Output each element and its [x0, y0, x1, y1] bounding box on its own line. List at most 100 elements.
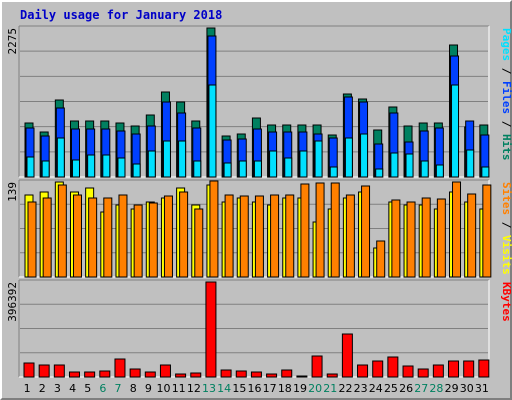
kbytes-bar-16	[250, 371, 262, 378]
sites-bar-27	[421, 197, 431, 278]
day-label-19: 19	[293, 382, 307, 395]
day-label-1: 1	[24, 382, 31, 395]
sites-bar-7	[118, 194, 128, 278]
sites-bar-3	[57, 184, 67, 278]
sites-bar-21	[330, 182, 340, 278]
sites-bar-2	[42, 197, 52, 278]
kbytes-panel-legend: KBytes	[500, 282, 512, 322]
legend-pages: Pages	[500, 28, 512, 61]
day-label-18: 18	[278, 382, 292, 395]
day-label-25: 25	[384, 382, 398, 395]
sites-bar-26	[406, 201, 416, 278]
pages-bar-28	[435, 164, 444, 178]
pages-bar-23	[360, 133, 369, 178]
day-label-6: 6	[99, 382, 106, 395]
sites-bar-25	[391, 199, 401, 278]
pages-bar-30	[466, 149, 475, 178]
pages-bar-12	[193, 160, 202, 178]
legend-files: Files	[500, 81, 512, 114]
pages-bar-20	[314, 140, 323, 178]
pages-bar-13	[208, 84, 217, 178]
pages-series	[26, 84, 490, 178]
kbytes-bar-29	[448, 360, 460, 378]
sites-bar-1	[27, 201, 37, 278]
sites-series	[27, 180, 492, 278]
sites-bar-5	[88, 197, 98, 278]
day-label-31: 31	[475, 382, 489, 395]
kbytes-bar-7	[114, 358, 126, 378]
day-label-13: 13	[202, 382, 216, 395]
pages-bar-14	[223, 162, 232, 178]
legend-sites: Sites	[500, 182, 512, 215]
legend-visits: Visits	[500, 235, 512, 275]
kbytes-bar-1	[23, 362, 35, 378]
sites-bar-29	[452, 181, 462, 278]
hits-panel: 2275	[6, 25, 490, 178]
kbytes-bar-9	[144, 371, 156, 378]
sites-bar-16	[254, 195, 264, 278]
sites-bar-18	[285, 194, 295, 278]
kbytes-bar-26	[402, 365, 414, 378]
max-value-label: 2275	[6, 28, 19, 55]
max-value-label: 396392	[6, 282, 19, 322]
pages-bar-5	[87, 154, 96, 178]
day-labels: 1 2 3 4 5 6 7 8 9 10 11 12 13 14 15 16 17 18 19 20 21 22 23 24 2…	[24, 382, 489, 395]
day-label-8: 8	[130, 382, 137, 395]
sites-bar-23	[361, 185, 371, 278]
kbytes-panel: 396392	[6, 279, 490, 378]
max-value-label: 139	[6, 182, 19, 202]
day-label-14: 14	[217, 382, 231, 395]
pages-bar-11	[178, 140, 187, 178]
kbytes-bar-10	[159, 364, 171, 378]
kbytes-bar-6	[99, 370, 111, 378]
kbytes-bar-18	[281, 369, 293, 378]
kbytes-bar-8	[129, 368, 141, 378]
kbytes-bar-3	[53, 364, 65, 378]
day-label-27: 27	[414, 382, 428, 395]
kbytes-bar-17	[266, 373, 278, 378]
sites-bar-14	[224, 194, 234, 278]
kbytes-bar-27	[417, 368, 429, 378]
pages-bar-22	[344, 137, 353, 178]
kbytes-bar-15	[235, 370, 247, 378]
pages-bar-27	[420, 160, 429, 178]
kbytes-bar-11	[175, 373, 187, 378]
day-label-22: 22	[338, 382, 352, 395]
sites-bar-4	[72, 194, 82, 278]
legend-kbytes: KBytes	[500, 282, 512, 322]
legend-sep: /	[500, 61, 512, 81]
day-label-5: 5	[84, 382, 91, 395]
kbytes-bar-31	[478, 359, 490, 378]
day-label-26: 26	[399, 382, 413, 395]
sites-bar-8	[133, 204, 143, 278]
hits-panel-legend: Pages / Files / Hits	[500, 28, 512, 161]
pages-bar-6	[102, 154, 111, 178]
sites-bar-13	[209, 180, 219, 278]
day-label-10: 10	[157, 382, 171, 395]
pages-bar-9	[147, 150, 156, 178]
pages-bar-15	[238, 160, 247, 178]
sites-bar-31	[482, 184, 492, 278]
day-label-12: 12	[187, 382, 201, 395]
pages-bar-26	[405, 153, 414, 178]
sites-bar-28	[436, 198, 446, 278]
pages-bar-21	[329, 166, 338, 178]
kbytes-bar-22	[341, 333, 353, 378]
kbytes-bar-14	[220, 369, 232, 378]
sites-bar-20	[315, 182, 325, 278]
kbytes-bar-30	[463, 360, 475, 378]
kbytes-bar-20	[311, 355, 323, 378]
day-label-24: 24	[369, 382, 383, 395]
kbytes-bar-24	[372, 360, 384, 378]
sites-bar-19	[300, 183, 310, 278]
kbytes-bar-4	[68, 371, 80, 378]
day-label-9: 9	[145, 382, 152, 395]
pages-bar-7	[117, 157, 126, 178]
day-label-15: 15	[232, 382, 246, 395]
pages-bar-24	[375, 168, 384, 178]
day-label-20: 20	[308, 382, 322, 395]
legend-hits: Hits	[500, 134, 512, 161]
kbytes-bar-21	[326, 373, 338, 378]
pages-bar-1	[26, 156, 35, 178]
